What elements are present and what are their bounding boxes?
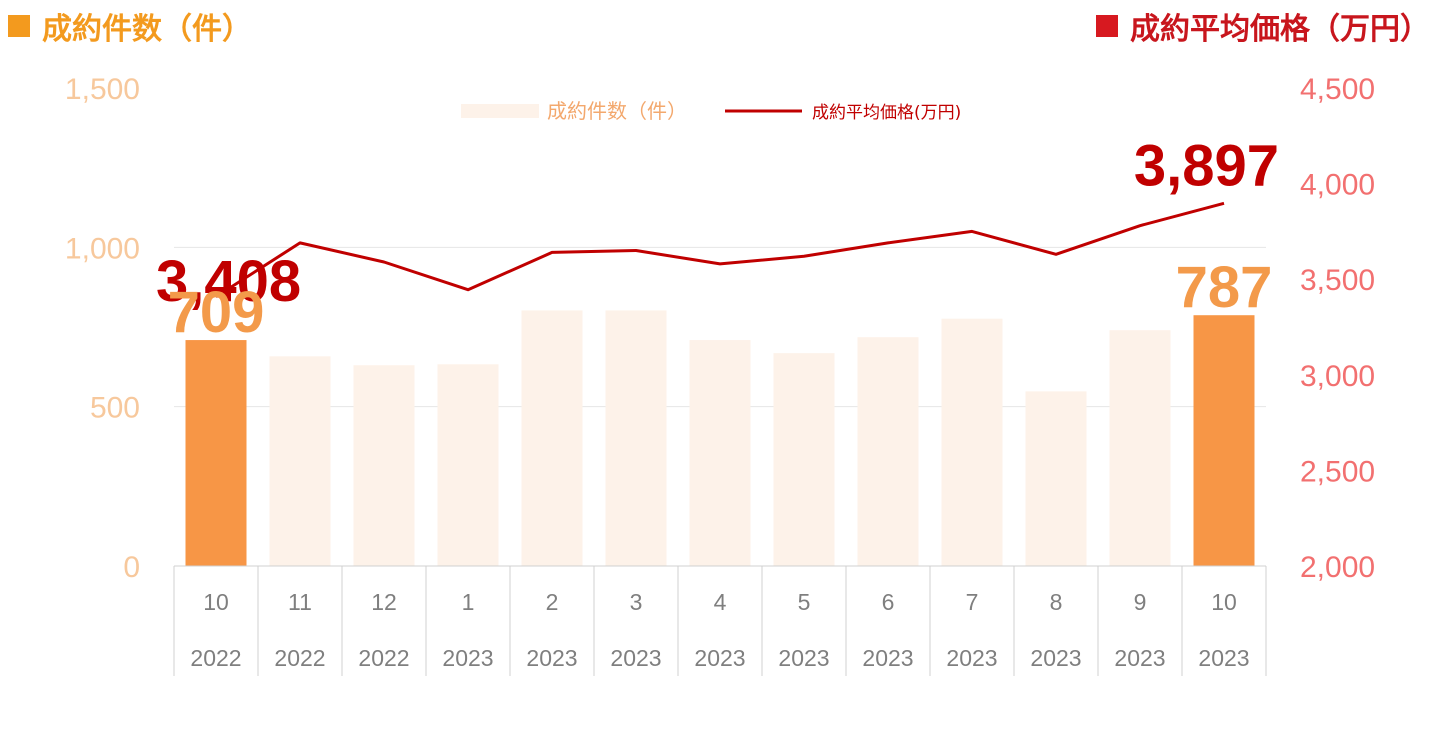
month-label: 10: [203, 589, 229, 615]
right-tick-label: 2,000: [1300, 551, 1375, 584]
price-data-label: 3,897: [1134, 133, 1279, 198]
year-label: 2023: [946, 645, 997, 671]
year-label: 2023: [526, 645, 577, 671]
left-tick-label: 500: [90, 392, 140, 425]
year-label: 2023: [1030, 645, 1081, 671]
month-label: 7: [966, 589, 979, 615]
year-label: 2023: [1114, 645, 1165, 671]
left-tick-label: 1,500: [65, 73, 140, 106]
bar: [689, 340, 751, 566]
month-label: 2: [546, 589, 559, 615]
bar: [353, 365, 415, 566]
year-label: 2023: [862, 645, 913, 671]
right-tick-label: 3,000: [1300, 360, 1375, 393]
bar: [605, 310, 667, 566]
bar: [1025, 391, 1087, 566]
count-data-label: 787: [1176, 255, 1273, 320]
bar: [773, 353, 835, 566]
left-axis-title-text: 成約件数（件）: [42, 12, 252, 47]
legend: 成約件数（件） 成約平均価格(万円): [461, 99, 961, 123]
legend-bar-swatch: [461, 104, 539, 118]
month-label: 11: [288, 589, 312, 615]
bar: [1109, 330, 1171, 566]
price-line: [215, 201, 1225, 299]
month-label: 10: [1211, 589, 1237, 615]
bar: [269, 356, 331, 566]
left-axis-title: 成約件数（件）: [8, 4, 252, 48]
axes: 0 500 1,000 1,500 2,000 2,500 3,000 3,500 4,000 4…: [65, 73, 1375, 676]
month-label: 4: [714, 589, 727, 615]
legend-bar-label: 成約件数（件）: [547, 99, 687, 123]
month-label: 3: [630, 589, 643, 615]
bar: [941, 318, 1003, 566]
right-tick-label: 4,000: [1300, 169, 1375, 202]
bar: [185, 340, 247, 566]
month-label: 6: [882, 589, 895, 615]
bar: [521, 310, 583, 566]
year-label: 2023: [1198, 645, 1249, 671]
year-label: 2022: [190, 645, 241, 671]
year-label: 2022: [274, 645, 325, 671]
year-label: 2022: [358, 645, 409, 671]
month-label: 12: [371, 589, 397, 615]
year-label: 2023: [778, 645, 829, 671]
right-tick-label: 2,500: [1300, 455, 1375, 488]
month-label: 9: [1134, 589, 1147, 615]
red-square-icon: [1096, 15, 1118, 37]
right-tick-label: 3,500: [1300, 264, 1375, 297]
month-label: 5: [798, 589, 811, 615]
orange-square-icon: [8, 15, 30, 37]
line-series: [215, 201, 1225, 299]
right-axis-title: 成約平均価格（万円）: [1096, 4, 1430, 48]
month-label: 8: [1050, 589, 1063, 615]
left-tick-label: 0: [123, 551, 140, 584]
month-label: 1: [462, 589, 475, 615]
bar: [857, 337, 919, 566]
year-label: 2023: [694, 645, 745, 671]
year-label: 2023: [442, 645, 493, 671]
price-data-label: 3,408: [156, 249, 301, 314]
year-label: 2023: [610, 645, 661, 671]
bar: [1193, 315, 1255, 566]
right-tick-label: 4,500: [1300, 73, 1375, 106]
left-tick-label: 1,000: [65, 232, 140, 265]
legend-line-label: 成約平均価格(万円): [812, 103, 961, 123]
bar-series: [185, 310, 1255, 566]
right-axis-title-text: 成約平均価格（万円）: [1130, 12, 1430, 47]
bar: [437, 364, 499, 566]
count-data-label: 709: [168, 280, 265, 345]
